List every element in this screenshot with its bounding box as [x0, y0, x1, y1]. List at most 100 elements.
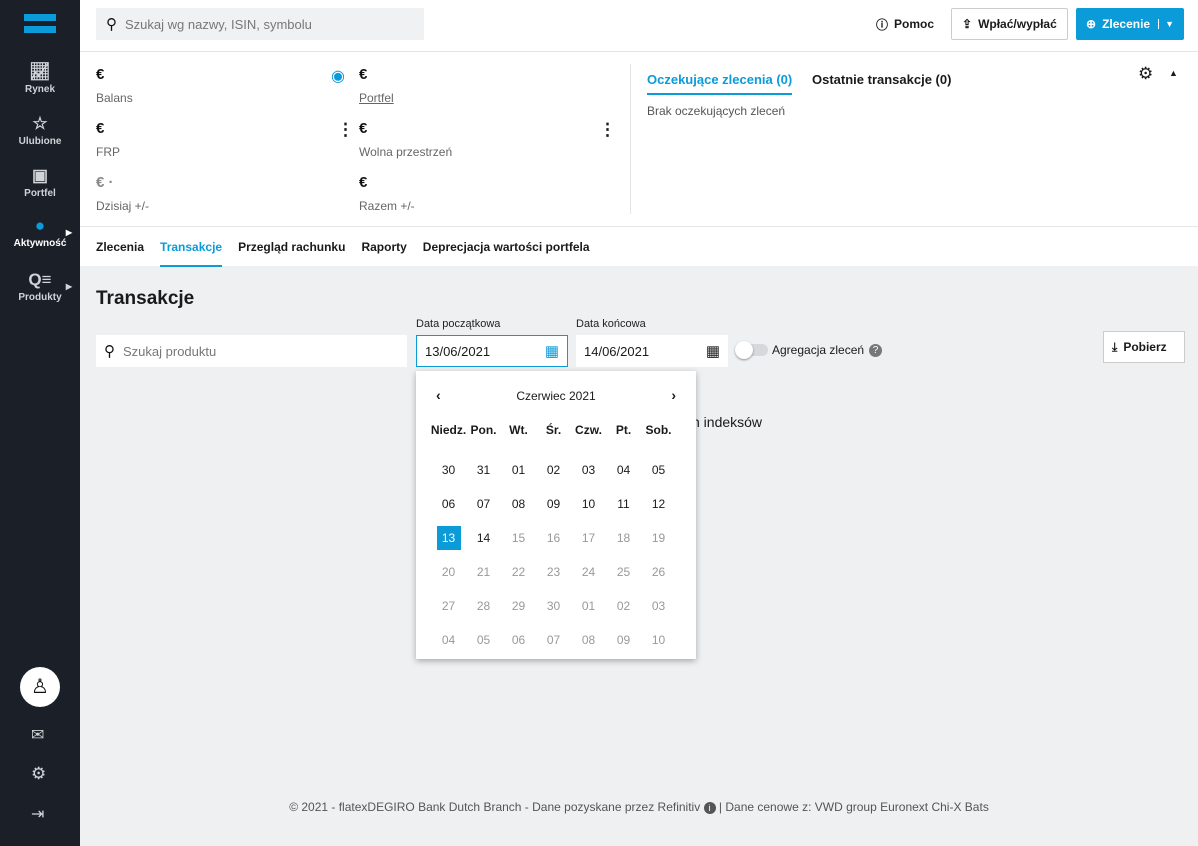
calendar-day[interactable]: 25	[616, 565, 631, 579]
calendar-day[interactable]: 17	[581, 531, 596, 545]
calendar-day[interactable]: 23	[546, 565, 561, 579]
avatar[interactable]: ♙	[20, 667, 60, 707]
calendar-day[interactable]: 10	[581, 497, 596, 511]
sidebar-item-aktywnosc[interactable]: ● Aktywność ▶	[0, 216, 80, 249]
end-date-input[interactable]: 14/06/2021 ▦	[576, 335, 728, 367]
calendar-day[interactable]: 28	[476, 599, 491, 613]
calendar-day[interactable]: 24	[581, 565, 596, 579]
portfolio-link[interactable]: Portfel	[359, 91, 394, 105]
aggregation-toggle[interactable]	[735, 341, 768, 359]
plus-icon: ⊕	[1086, 17, 1097, 31]
global-search-input[interactable]: ⚲ Szukaj wg nazwy, ISIN, symbolu	[96, 8, 424, 40]
calendar-day[interactable]: 20	[441, 565, 456, 579]
calendar-day[interactable]: 05	[651, 463, 666, 477]
label: Wpłać/wypłać	[978, 17, 1057, 31]
weekday-header: Pt.	[615, 423, 632, 437]
start-date-label: Data początkowa	[416, 318, 501, 330]
label: Produkty	[18, 292, 62, 303]
calendar-day[interactable]: 06	[441, 497, 456, 511]
sidebar-item-portfel[interactable]: ▣ Portfel	[0, 166, 80, 199]
gear-icon[interactable]: ⚙	[1138, 64, 1154, 83]
calendar-day[interactable]: 15	[511, 531, 526, 545]
calendar-day[interactable]: 01	[581, 599, 596, 613]
value: 14/06/2021	[584, 343, 650, 359]
calendar-grid: Niedz. Pon. Wt. Śr. Czw. Pt. Sob. 30 31 01 02 03 04 0…	[431, 419, 676, 657]
calendar-day[interactable]: 05	[476, 633, 491, 647]
tab-transakcje[interactable]: Transakcje	[160, 227, 223, 267]
help-icon[interactable]: ?	[869, 344, 882, 357]
sidebar-item-produkty[interactable]: Q≡ Produkty ▶	[0, 270, 80, 303]
calendar-day[interactable]: 07	[476, 497, 491, 511]
tab-deprecjacja[interactable]: Deprecjacja wartości portfela	[422, 239, 590, 254]
calendar-day[interactable]: 30	[441, 463, 456, 477]
calendar-day[interactable]: 18	[616, 531, 631, 545]
calendar-day[interactable]: 14	[476, 531, 491, 545]
info-icon[interactable]: i	[703, 802, 716, 814]
calendar-day[interactable]: 07	[546, 633, 561, 647]
upload-icon: ⇪	[962, 17, 973, 31]
placeholder: Szukaj produktu	[123, 343, 217, 359]
calendar-day[interactable]: 26	[651, 565, 666, 579]
mail-icon[interactable]: ✉	[31, 727, 45, 744]
calendar-day[interactable]: 09	[616, 633, 631, 647]
calendar-day[interactable]: 03	[581, 463, 596, 477]
calendar-day[interactable]: 02	[616, 599, 631, 613]
calendar-day[interactable]: 21	[476, 565, 491, 579]
calendar-day[interactable]: 01	[511, 463, 526, 477]
tab-zlecenia[interactable]: Zlecenia	[96, 239, 145, 254]
calendar-day[interactable]: 09	[546, 497, 561, 511]
today-label: Dzisiaj +/-	[96, 199, 150, 213]
tab-recent-transactions[interactable]: Ostatnie transakcje (0)	[812, 72, 952, 87]
weekday-header: Niedz.	[430, 423, 467, 437]
calendar-day[interactable]: 19	[651, 531, 666, 545]
download-button[interactable]: ⤓ Pobierz	[1103, 331, 1185, 363]
footer: © 2021 - flatexDEGIRO Bank Dutch Branch …	[80, 800, 1198, 814]
chevron-down-icon[interactable]: ▼	[1158, 19, 1174, 29]
calendar-day[interactable]: 06	[511, 633, 526, 647]
calendar-day[interactable]: 10	[651, 633, 666, 647]
start-date-input[interactable]: 13/06/2021 ▦	[416, 335, 568, 367]
calendar-day[interactable]: 03	[651, 599, 666, 613]
calendar-icon[interactable]: ▦	[705, 343, 720, 360]
weekday-header: Śr.	[545, 423, 562, 437]
clock-icon: ●	[34, 216, 46, 235]
calendar-day[interactable]: 12	[651, 497, 666, 511]
sidebar-item-ulubione[interactable]: ☆ Ulubione	[0, 114, 80, 147]
deposit-button[interactable]: ⇪ Wpłać/wypłać	[951, 8, 1068, 40]
calendar-day[interactable]: 04	[616, 463, 631, 477]
calendar-day[interactable]: 11	[617, 497, 630, 511]
tab-raporty[interactable]: Raporty	[361, 239, 407, 254]
calendar-day[interactable]: 16	[546, 531, 561, 545]
chevron-left-icon[interactable]: ‹	[436, 387, 441, 403]
calendar-day[interactable]: 31	[476, 463, 491, 477]
help-button[interactable]: ⓘ Pomoc	[866, 8, 944, 40]
calendar-day[interactable]: 27	[441, 599, 456, 613]
chevron-right-icon[interactable]: ›	[671, 387, 676, 403]
calendar-day[interactable]: 08	[511, 497, 526, 511]
tab-bar: Zlecenia Transakcje Przegląd rachunku Ra…	[80, 226, 1198, 267]
date-picker-popup: ‹ Czerwiec 2021 › Niedz. Pon. Wt. Śr. Czw. Pt…	[416, 371, 696, 659]
calendar-day[interactable]: 22	[511, 565, 526, 579]
more-icon[interactable]: ⋮	[599, 120, 616, 139]
sidebar-item-rynek[interactable]: 📈︎ Rynek	[0, 62, 80, 95]
search-icon: ⚲	[104, 343, 115, 360]
calendar-day[interactable]: 02	[546, 463, 561, 477]
calendar-day[interactable]: 13	[431, 521, 466, 555]
tab-pending-orders[interactable]: Oczekujące zlecenia (0)	[647, 72, 793, 95]
more-icon[interactable]: ⋮	[337, 120, 354, 139]
product-search-input[interactable]: ⚲ Szukaj produktu	[96, 335, 407, 367]
logout-icon[interactable]: ⇥	[31, 806, 45, 823]
today-value: € ·	[96, 174, 114, 191]
calendar-day[interactable]: 29	[511, 599, 526, 613]
eye-icon[interactable]: ◉	[331, 68, 345, 85]
logo[interactable]	[24, 14, 56, 34]
calendar-day[interactable]: 04	[441, 633, 456, 647]
tab-przeglad-rachunku[interactable]: Przegląd rachunku	[238, 239, 346, 254]
order-button[interactable]: ⊕ Zlecenie ▼	[1076, 8, 1184, 40]
calendar-icon[interactable]: ▦	[544, 343, 559, 360]
collapse-icon[interactable]: ▲	[1169, 68, 1178, 78]
label: Pobierz	[1123, 340, 1167, 354]
calendar-day[interactable]: 08	[581, 633, 596, 647]
gear-icon[interactable]: ⚙	[31, 764, 47, 783]
calendar-day[interactable]: 30	[546, 599, 561, 613]
